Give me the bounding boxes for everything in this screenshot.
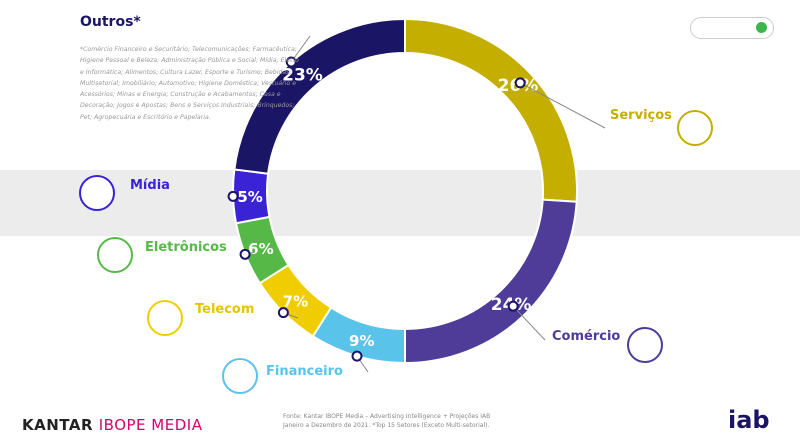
leader-dot-6 — [285, 56, 297, 68]
leader-line-0 — [519, 82, 606, 129]
data-label-4: 6% — [248, 240, 273, 258]
shopping-cart-icon — [627, 327, 663, 363]
label-telecom: Telecom — [195, 302, 255, 317]
play-icon — [79, 175, 115, 211]
data-label-5: 5% — [237, 188, 262, 206]
iab-logo: iab — [728, 406, 770, 434]
leader-dot-1 — [507, 300, 519, 312]
headset-icon — [677, 110, 713, 146]
calculator-icon — [97, 237, 133, 273]
data-label-2: 9% — [349, 332, 374, 350]
toggle-knob — [756, 22, 767, 33]
slice-0 — [404, 17, 578, 203]
leader-dot-4 — [239, 248, 251, 260]
source-note: Fonte: Kantar IBOPE Media – Advertising … — [283, 413, 491, 429]
leader-dot-0 — [514, 77, 526, 89]
label-servicos: Serviços — [610, 108, 672, 123]
leader-dot-3 — [277, 307, 289, 319]
label-outros: Outros* — [80, 14, 141, 30]
toggle-switch[interactable] — [690, 17, 774, 39]
background-band — [0, 170, 800, 236]
kantar-logo: KANTAR IBOPE MEDIA — [22, 416, 203, 434]
data-label-3: 7% — [283, 293, 308, 311]
label-financeiro: Financeiro — [266, 364, 343, 379]
leader-line-1 — [512, 305, 546, 341]
slice-6 — [233, 17, 406, 175]
outros-note: *Comércio Financeiro e Securitário; Tele… — [80, 46, 299, 121]
leader-dot-2 — [351, 350, 363, 362]
smartphone-icon — [147, 300, 183, 336]
label-eletronicos: Eletrônicos — [145, 240, 227, 255]
label-midia: Mídia — [130, 178, 170, 193]
credit-card-icon — [222, 358, 258, 394]
leader-dot-5 — [227, 190, 239, 202]
label-comercio: Comércio — [552, 329, 621, 344]
data-label-6: 23% — [282, 66, 323, 86]
slice-1 — [404, 198, 578, 365]
